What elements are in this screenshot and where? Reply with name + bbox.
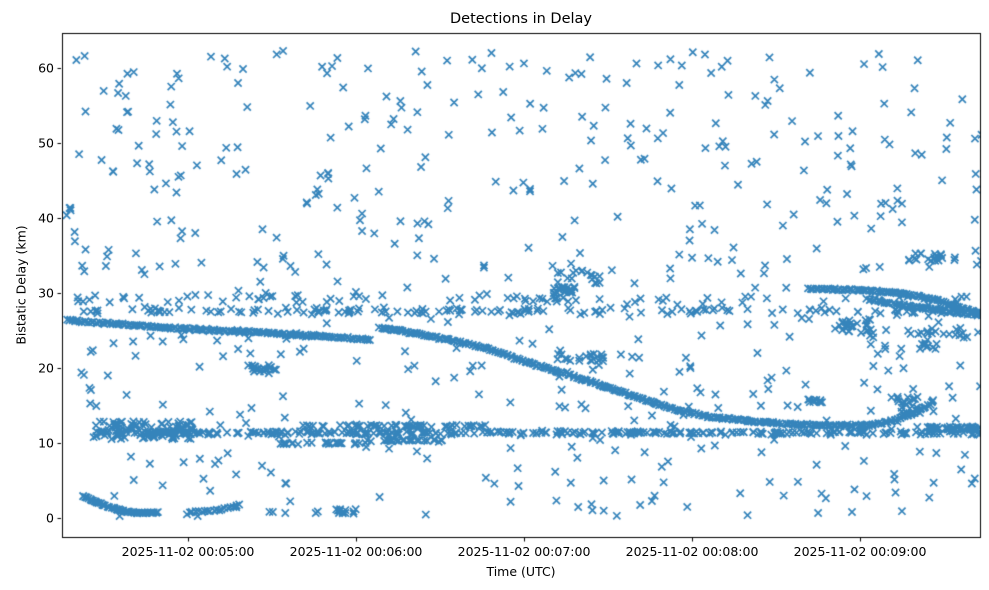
x-tick-label: 2025-11-02 00:06:00 [289, 544, 423, 559]
y-axis-label: Bistatic Delay (km) [13, 225, 29, 345]
y-tick-label: 20 [38, 360, 54, 376]
x-tick-label: 2025-11-02 00:05:00 [121, 544, 255, 559]
x-tick-label: 2025-11-02 00:08:00 [625, 544, 759, 559]
y-tick-label: 10 [38, 435, 54, 451]
y-tick-label: 30 [38, 285, 54, 301]
y-tick-label: 50 [38, 135, 54, 151]
y-tick-label: 60 [38, 60, 54, 76]
x-axis-label: Time (UTC) [486, 564, 556, 579]
y-tick-label: 0 [46, 510, 54, 526]
y-tick-label: 40 [38, 210, 54, 226]
chart-title: Detections in Delay [449, 11, 593, 27]
x-tick-label: 2025-11-02 00:09:00 [793, 544, 927, 559]
x-tick-label: 2025-11-02 00:07:00 [457, 544, 591, 559]
